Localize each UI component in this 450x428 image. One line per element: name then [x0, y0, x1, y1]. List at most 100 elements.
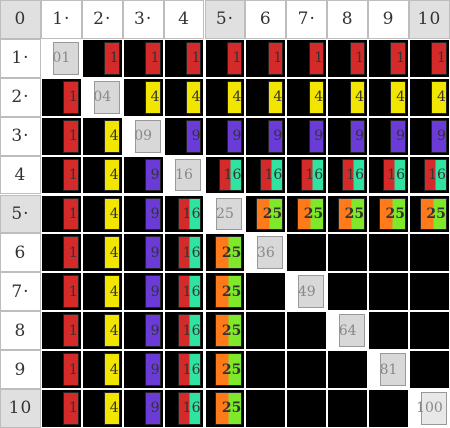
- column-header-3: 3·: [122, 0, 164, 39]
- diagonal-label: 49: [297, 283, 316, 300]
- square-stripe: [63, 80, 79, 114]
- square-label: 16: [182, 361, 201, 378]
- square-label: 9: [232, 128, 242, 145]
- grid-cell-r10-c3: 9: [122, 389, 164, 428]
- square-label: 25: [344, 205, 365, 222]
- diagonal-label: 100: [416, 400, 443, 417]
- column-header-10: 10: [409, 0, 450, 39]
- row-header-2: 2·: [0, 77, 41, 117]
- square-stripe: [431, 119, 447, 153]
- row-header-10: 10: [0, 389, 41, 428]
- grid-cell-r8-c4: 16: [163, 311, 205, 351]
- square-stripe: [178, 197, 202, 231]
- square-stripe: [341, 158, 366, 192]
- square-label: 1: [68, 361, 78, 378]
- square-label: 25: [221, 283, 242, 300]
- square-stripe: [267, 41, 284, 75]
- square-label: 1: [68, 89, 78, 106]
- grid-cell-r4-c5: 16: [204, 155, 246, 195]
- grid-cell-r5-c6: 25: [245, 194, 287, 234]
- grid-cell-r3-c1: 1: [40, 116, 82, 156]
- grid-cell-r1-c9: 1: [368, 38, 409, 78]
- square-label: 4: [109, 205, 119, 222]
- square-stripe: [423, 158, 447, 192]
- grid-cell-r6-c9: [368, 233, 409, 273]
- grid-cell-r3-c8: 9: [327, 116, 369, 156]
- grid-cell-r4-c2: 4: [81, 155, 123, 195]
- row-header-5: 5·: [0, 194, 41, 234]
- column-header-1: 1·: [40, 0, 82, 39]
- square-label: 1: [68, 167, 78, 184]
- grid-cell-r10-c7: [286, 389, 328, 428]
- grid-cell-r1-c3: 1: [122, 38, 164, 78]
- square-label: 4: [273, 89, 283, 106]
- square-label: 1: [68, 283, 78, 300]
- square-label: 9: [150, 400, 160, 417]
- grid-cell-r7-c7: 49: [286, 272, 328, 312]
- square-stripe: [63, 197, 79, 231]
- square-stripe: [63, 119, 79, 153]
- square-label: 9: [150, 167, 160, 184]
- square-stripe: [145, 314, 161, 348]
- grid-cell-r4-c8: 16: [327, 155, 369, 195]
- grid-cell-r2-c2: 04: [81, 77, 123, 117]
- square-label: 16: [223, 167, 242, 184]
- square-stripe: [219, 158, 243, 192]
- square-stripe: [63, 158, 79, 192]
- row-header-6: 6: [0, 233, 41, 273]
- grid-cell-r10-c6: [245, 389, 287, 428]
- square-stripe: [178, 314, 202, 348]
- diagonal-label: 81: [379, 361, 398, 378]
- square-stripe: [308, 41, 325, 75]
- column-header-9: 9: [368, 0, 409, 39]
- grid-cell-r3-c9: 9: [368, 116, 409, 156]
- grid-cell-r9-c2: 4: [81, 350, 123, 389]
- grid-cell-r10-c5: 25: [204, 389, 246, 428]
- square-stripe: [63, 392, 79, 425]
- square-stripe: [145, 236, 161, 270]
- square-stripe: [185, 119, 202, 153]
- square-label: 1: [396, 50, 405, 67]
- square-label: 4: [109, 167, 119, 184]
- square-stripe: [185, 80, 202, 114]
- grid-cell-r2-c1: 1: [40, 77, 82, 117]
- square-stripe: [104, 392, 120, 425]
- grid-cell-r1-c10: 1: [409, 38, 450, 78]
- square-label: 4: [109, 400, 119, 417]
- square-stripe: [337, 197, 366, 231]
- square-stripe: [215, 392, 243, 425]
- grid-cell-r5-c5: 25: [204, 194, 246, 234]
- row-header-8: 8: [0, 311, 41, 351]
- diagonal-stripe: [257, 236, 284, 270]
- grid-cell-r9-c6: [245, 350, 287, 389]
- grid-cell-r1-c4: 1: [163, 38, 205, 78]
- square-label: 16: [182, 205, 201, 222]
- row-header-4: 4: [0, 155, 41, 195]
- grid-cell-r5-c7: 25: [286, 194, 328, 234]
- grid-cell-r5-c4: 16: [163, 194, 205, 234]
- square-label: 25: [303, 205, 324, 222]
- grid-cell-r6-c5: 25: [204, 233, 246, 273]
- diagonal-label: 36: [256, 244, 275, 261]
- square-stripe: [267, 80, 284, 114]
- square-stripe: [260, 158, 284, 192]
- column-header-6: 6: [245, 0, 287, 39]
- square-stripe: [104, 275, 120, 309]
- square-stripe: [104, 353, 120, 386]
- diagonal-stripe: [52, 41, 79, 75]
- square-stripe: [300, 158, 325, 192]
- square-stripe: [215, 353, 243, 386]
- grid-cell-r9-c3: 9: [122, 350, 164, 389]
- grid-cell-r7-c5: 25: [204, 272, 246, 312]
- square-label: 1: [68, 322, 78, 339]
- square-label: 4: [109, 283, 119, 300]
- square-stripe: [390, 119, 406, 153]
- grid-cell-r4-c3: 9: [122, 155, 164, 195]
- square-label: 16: [305, 167, 324, 184]
- square-stripe: [378, 197, 406, 231]
- grid-cell-r10-c2: 4: [81, 389, 123, 428]
- grid-cell-r1-c7: 1: [286, 38, 328, 78]
- square-label: 1: [232, 50, 242, 67]
- square-stripe: [145, 80, 161, 114]
- square-label: 9: [191, 128, 201, 145]
